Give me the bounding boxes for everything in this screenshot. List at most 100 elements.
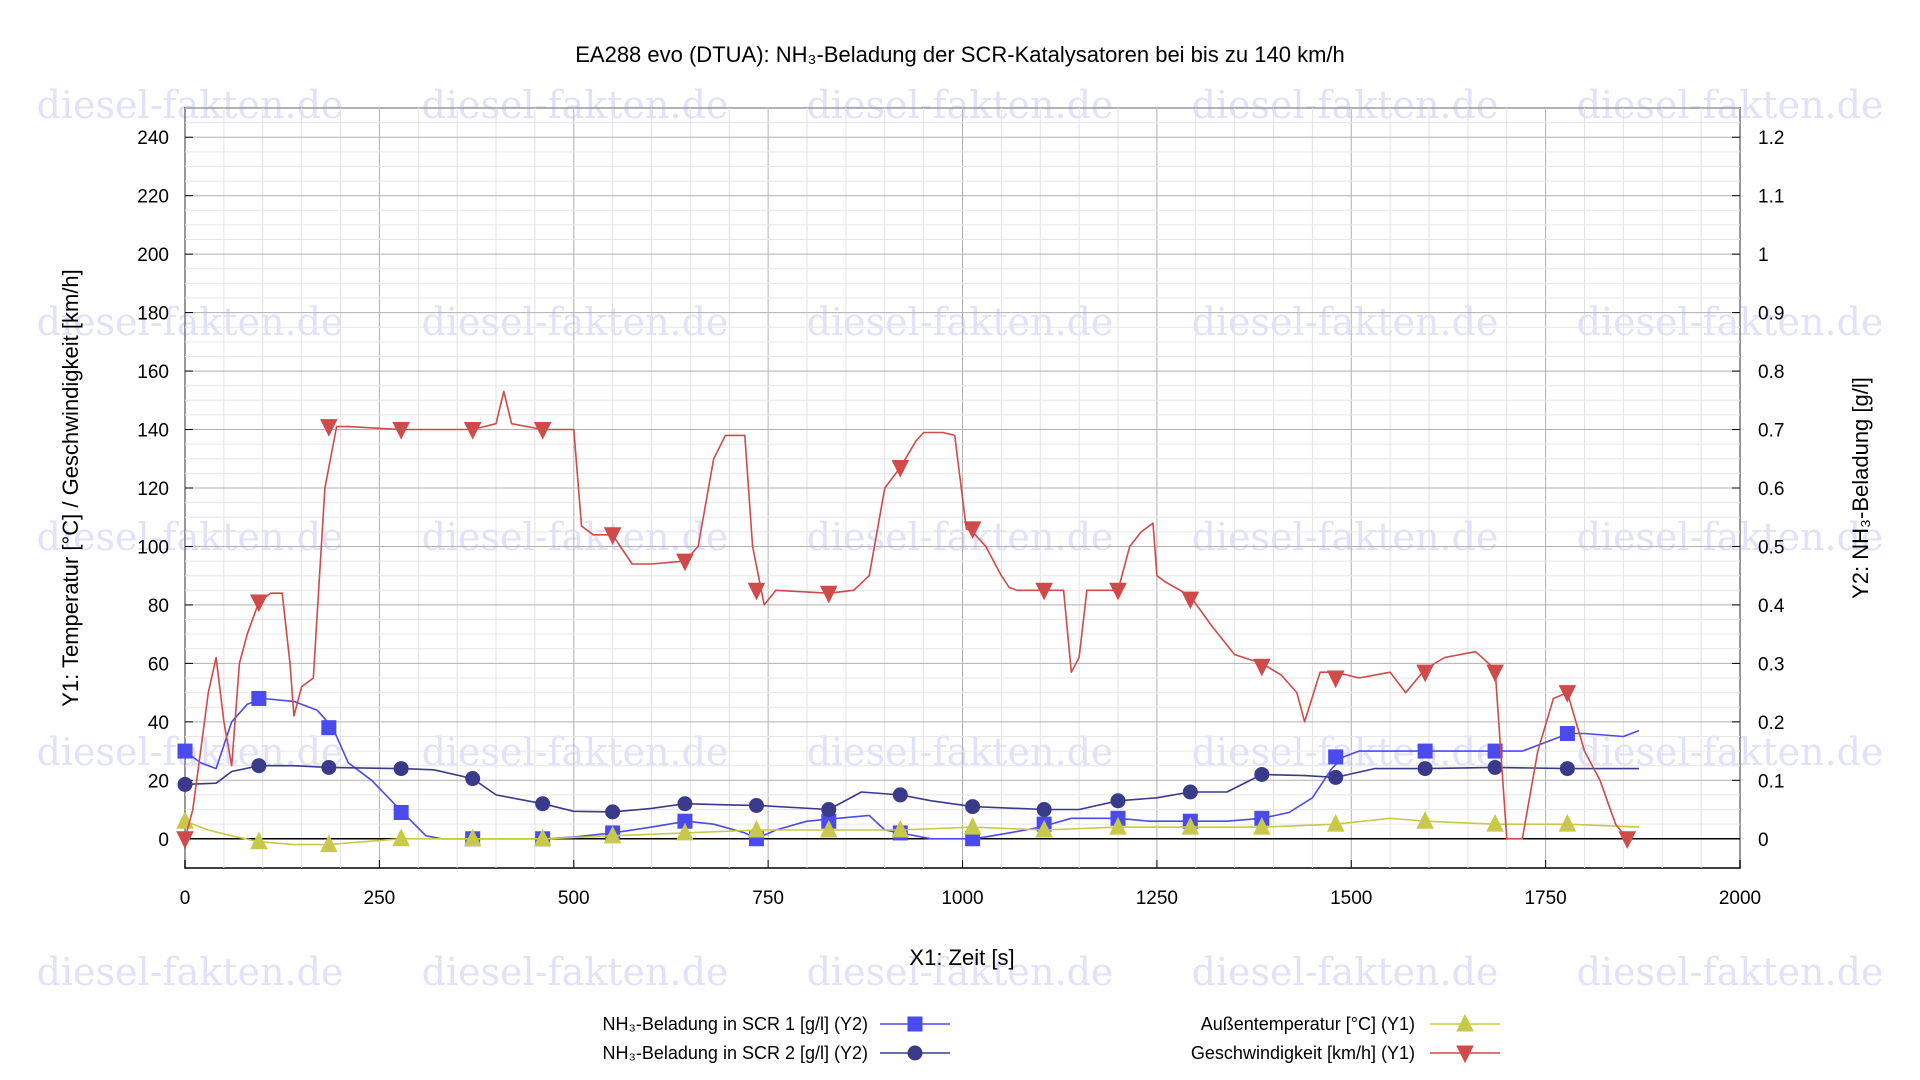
- series-marker: [533, 422, 552, 440]
- series-marker: [321, 720, 337, 736]
- y-right-tick-label: 0.7: [1758, 421, 1784, 442]
- series-marker: [1487, 759, 1503, 775]
- y-right-tick-label: 1.1: [1758, 187, 1784, 208]
- series-marker: [965, 799, 981, 815]
- series-marker: [251, 758, 267, 774]
- watermark-text: diesel-fakten.de: [1192, 300, 1499, 344]
- series-marker: [891, 460, 910, 478]
- series-marker: [533, 828, 552, 847]
- legend-marker: [1456, 1013, 1474, 1032]
- x-tick-label: 750: [752, 888, 784, 909]
- series-marker: [1253, 816, 1271, 835]
- y-right-tick-label: 0.3: [1758, 654, 1784, 675]
- watermark-text: diesel-fakten.de: [37, 515, 344, 559]
- series-marker: [963, 521, 982, 540]
- series-marker: [320, 834, 338, 853]
- series-marker: [1109, 816, 1127, 835]
- y-left-tick-label: 100: [137, 537, 169, 558]
- series-marker: [1182, 784, 1198, 800]
- x-tick-label: 1250: [1136, 888, 1178, 909]
- legend-marker: [907, 1016, 923, 1032]
- watermark-text: diesel-fakten.de: [1192, 950, 1499, 994]
- legend-label: Außentemperatur [°C] (Y1): [1201, 1014, 1415, 1034]
- x-tick-label: 2000: [1719, 888, 1761, 909]
- series-marker: [963, 816, 982, 835]
- series-marker: [177, 743, 193, 759]
- series-marker: [251, 690, 267, 706]
- watermark-text: diesel-fakten.de: [1192, 83, 1499, 127]
- y-right-tick-label: 0.8: [1758, 362, 1784, 383]
- series-marker: [677, 796, 693, 812]
- series-marker: [1558, 685, 1577, 703]
- series-marker: [1417, 761, 1433, 777]
- y-left-tick-label: 220: [137, 187, 169, 208]
- watermark-text: diesel-fakten.de: [37, 83, 344, 127]
- y-left-tick-label: 60: [148, 654, 169, 675]
- series-marker: [392, 422, 410, 440]
- y-right-tick-label: 0.1: [1758, 771, 1784, 792]
- series-marker: [250, 831, 268, 850]
- series-marker: [1326, 670, 1345, 689]
- series-marker: [1328, 769, 1344, 785]
- y-left-tick-label: 200: [137, 245, 169, 266]
- x-tick-label: 1750: [1524, 888, 1566, 909]
- legend-label: NH₃-Beladung in SCR 2 [g/l] (Y2): [603, 1043, 868, 1063]
- series-marker: [603, 527, 622, 545]
- x-tick-label: 250: [364, 888, 396, 909]
- legend-marker: [1456, 1045, 1474, 1064]
- series-marker: [605, 804, 621, 820]
- series-line: [184, 390, 1628, 840]
- y-left-tick-label: 160: [137, 362, 169, 383]
- watermark-text: diesel-fakten.de: [807, 515, 1114, 559]
- watermark-text: diesel-fakten.de: [807, 300, 1114, 344]
- series-marker: [1035, 582, 1053, 601]
- series-marker: [1559, 726, 1575, 742]
- series-marker: [1417, 743, 1433, 759]
- y-right-tick-label: 0.4: [1758, 596, 1785, 617]
- x-axis-title: X1: Zeit [s]: [909, 945, 1014, 970]
- watermark-text: diesel-fakten.de: [1192, 730, 1499, 774]
- series-marker: [748, 797, 764, 813]
- series-marker: [819, 585, 838, 604]
- grid: [184, 107, 1741, 868]
- watermark-text: diesel-fakten.de: [422, 950, 729, 994]
- series-marker: [1559, 761, 1575, 777]
- x-tick-label: 0: [180, 888, 191, 909]
- series-marker: [176, 831, 194, 849]
- y-axis-title-left: Y1: Temperatur [°C] / Geschwindigkeit [k…: [58, 269, 83, 707]
- series-marker: [1181, 591, 1200, 610]
- series-marker: [250, 594, 268, 613]
- y-left-tick-label: 180: [137, 304, 169, 325]
- series-marker: [535, 796, 551, 812]
- watermark-text: diesel-fakten.de: [422, 300, 729, 344]
- series-marker: [676, 822, 694, 841]
- series-marker: [1109, 582, 1127, 601]
- y-left-tick-label: 0: [158, 830, 169, 851]
- chart-title: EA288 evo (DTUA): NH₃-Beladung der SCR-K…: [575, 42, 1345, 67]
- series-marker: [1253, 658, 1271, 677]
- watermark-text: diesel-fakten.de: [1577, 300, 1884, 344]
- series-marker: [1416, 664, 1434, 683]
- y-right-tick-label: 0.5: [1758, 537, 1784, 558]
- watermark-text: diesel-fakten.de: [422, 515, 729, 559]
- series-marker: [1181, 816, 1200, 835]
- series-marker: [1035, 819, 1053, 838]
- series-marker: [891, 819, 910, 838]
- series-marker: [463, 422, 482, 440]
- watermark-text: diesel-fakten.de: [1192, 515, 1499, 559]
- series-marker: [463, 828, 482, 847]
- series-marker: [393, 804, 409, 820]
- series-marker: [892, 787, 908, 803]
- series-marker: [1254, 766, 1270, 782]
- series-marker: [465, 771, 481, 787]
- series-3: [176, 811, 1639, 853]
- series-marker: [747, 819, 766, 838]
- series-marker: [1487, 743, 1503, 759]
- series-marker: [392, 828, 410, 847]
- y-right-tick-label: 0.2: [1758, 713, 1784, 734]
- watermark-text: diesel-fakten.de: [37, 300, 344, 344]
- y-right-tick-label: 0.9: [1758, 304, 1784, 325]
- watermark-text: diesel-fakten.de: [1577, 950, 1884, 994]
- series-2: [177, 758, 1639, 820]
